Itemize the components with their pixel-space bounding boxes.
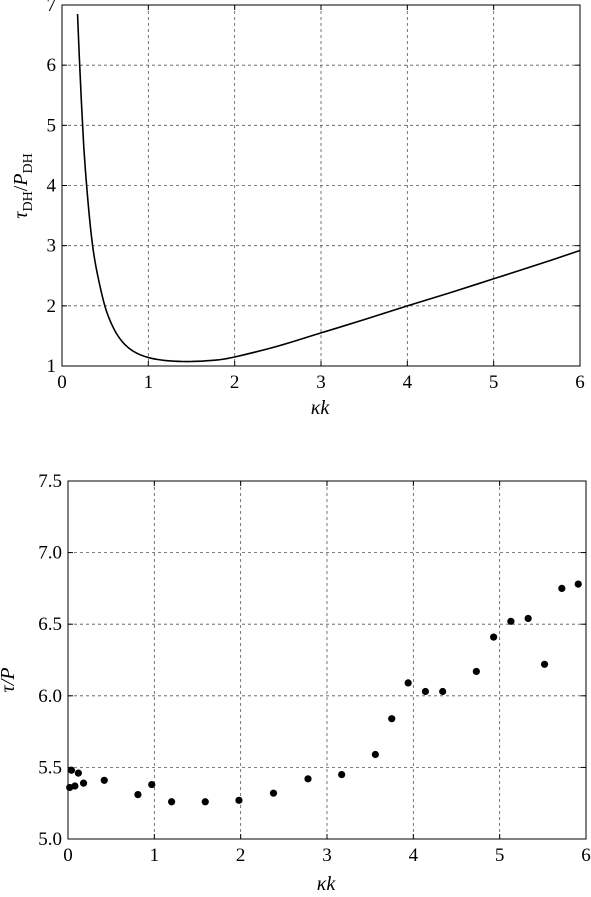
top-ticks xyxy=(61,4,581,367)
top-x-axis-label: κk xyxy=(311,397,331,419)
top-x-tick-label: 2 xyxy=(230,372,240,393)
bottom-x-tick-label: 1 xyxy=(150,845,160,866)
bottom-data-point xyxy=(71,782,79,790)
bottom-data-point xyxy=(404,679,412,687)
bottom-y-tick-label: 6.0 xyxy=(38,686,62,707)
bottom-data-point xyxy=(304,775,312,783)
bottom-data-point xyxy=(421,687,430,696)
bottom-data-point xyxy=(201,798,209,806)
top-grid xyxy=(62,5,580,366)
bottom-y-tick-label: 7.5 xyxy=(38,471,62,492)
top-x-tick-label: 0 xyxy=(57,372,67,393)
bottom-x-tick-label: 6 xyxy=(581,845,591,866)
bottom-data-point xyxy=(235,796,243,804)
top-y-tick-label: 1 xyxy=(47,356,57,377)
bottom-x-axis-label: κk xyxy=(317,873,337,895)
top-y-axis-label: τDH/PDH xyxy=(10,153,36,218)
bottom-y-tick-label: 6.5 xyxy=(38,614,62,635)
top-x-tick-label: 3 xyxy=(316,372,326,393)
bottom-ticks xyxy=(67,480,587,840)
top-x-tick-label: 5 xyxy=(489,372,499,393)
bottom-data-point xyxy=(134,791,142,799)
bottom-data-point xyxy=(574,580,582,588)
bottom-x-tick-label: 2 xyxy=(236,845,246,866)
bottom-data-point xyxy=(371,750,379,759)
top-y-tick-label: 4 xyxy=(47,176,57,197)
bottom-data-point xyxy=(439,687,447,696)
bottom-data-point xyxy=(472,667,480,676)
bottom-data-point xyxy=(388,715,396,723)
bottom-data-point xyxy=(168,798,176,806)
bottom-y-axis-label: τ/P xyxy=(0,668,19,693)
bottom-chart: 0 1 2 3 4 5 6 5.0 5.5 6.0 6.5 7.0 7.5 κk τ/P xyxy=(0,471,591,895)
bottom-data-point xyxy=(269,789,278,797)
top-x-tick-label: 1 xyxy=(144,372,154,393)
bottom-data-point xyxy=(79,779,88,787)
top-x-tick-label: 6 xyxy=(575,372,585,393)
bottom-data-point xyxy=(490,633,498,641)
bottom-x-tick-label: 4 xyxy=(409,845,419,866)
bottom-y-tick-label: 5.0 xyxy=(38,829,62,850)
bottom-y-tick-labels: 5.0 5.5 6.0 6.5 7.0 7.5 xyxy=(38,471,62,850)
top-y-tick-label: 2 xyxy=(47,296,57,317)
bottom-data-point xyxy=(100,776,108,784)
bottom-data-point xyxy=(148,780,156,789)
bottom-data-point xyxy=(507,617,515,625)
bottom-y-tick-label: 7.0 xyxy=(38,543,62,564)
top-y-tick-label: 5 xyxy=(47,115,57,136)
bottom-data-point xyxy=(558,584,566,593)
bottom-data-point xyxy=(524,614,532,623)
bottom-x-tick-label: 5 xyxy=(495,845,505,866)
bottom-data-point xyxy=(540,660,549,668)
bottom-data-point xyxy=(67,766,76,774)
bottom-series-points xyxy=(66,580,582,806)
top-y-tick-label: 6 xyxy=(47,55,57,76)
bottom-y-tick-label: 5.5 xyxy=(38,757,62,778)
top-x-tick-labels: 0 1 2 3 4 5 6 xyxy=(57,372,585,393)
bottom-plot-frame xyxy=(67,480,587,840)
bottom-grid xyxy=(68,481,586,839)
bottom-x-tick-labels: 0 1 2 3 4 5 6 xyxy=(63,845,591,866)
bottom-x-tick-label: 3 xyxy=(322,845,332,866)
bottom-data-point xyxy=(338,770,346,779)
top-y-tick-label: 7 xyxy=(47,0,57,16)
top-y-tick-labels: 1 2 3 4 5 6 7 xyxy=(47,0,57,377)
top-x-tick-label: 4 xyxy=(403,372,413,393)
bottom-x-tick-label: 0 xyxy=(63,845,73,866)
bottom-data-point xyxy=(74,769,82,777)
top-series-line xyxy=(76,13,581,363)
top-y-tick-label: 3 xyxy=(47,236,57,257)
